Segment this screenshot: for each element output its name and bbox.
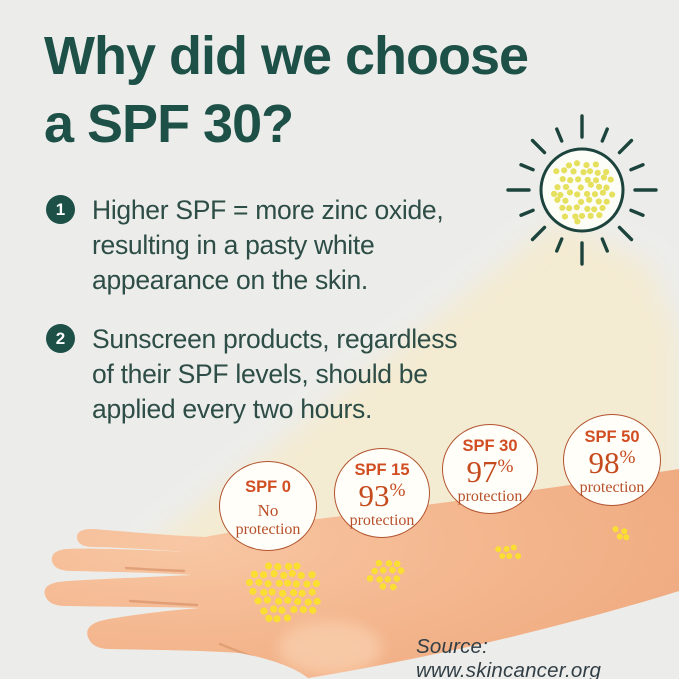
point-2-number-badge: 2 <box>46 324 75 353</box>
point-1-number-badge: 1 <box>46 195 75 224</box>
wrist-highlight <box>278 621 382 675</box>
arm-illustration <box>44 469 679 678</box>
point-2-line1: Sunscreen products, regardless <box>92 324 458 354</box>
spf-0-caption: protection <box>235 521 301 539</box>
point-1-text: Higher SPF = more zinc oxide, resulting … <box>92 193 516 298</box>
spf-15-value: 93% <box>358 477 406 513</box>
spf-50-caption: protection <box>579 479 645 497</box>
point-1-line1: Higher SPF = more zinc oxide, <box>92 195 444 225</box>
spf-0-badge: SPF 0 No protection <box>219 461 317 551</box>
spf-30-badge: SPF 30 97% protection <box>442 424 538 514</box>
spf-0-value: No <box>257 500 279 520</box>
point-2-line2: of their SPF levels, should be <box>92 359 428 389</box>
sun-rays <box>506 114 658 266</box>
page-title-line2: a SPF 30? <box>44 94 294 154</box>
page-title: Why did we choose a SPF 30? <box>44 22 529 158</box>
source-credit: Source: www.skincancer.org <box>416 635 602 679</box>
sun-zinc-dots <box>550 160 616 225</box>
spf-30-caption: protection <box>457 488 523 506</box>
sunscreen-dot-clusters <box>245 526 630 623</box>
point-1: 1 Higher SPF = more zinc oxide, resultin… <box>46 193 516 298</box>
spf-15-badge: SPF 15 93% protection <box>334 448 430 538</box>
page-title-line1: Why did we choose <box>44 26 529 86</box>
spf-15-caption: protection <box>349 512 415 530</box>
spf-50-label: SPF 50 <box>584 427 640 446</box>
point-2-line3: applied every two hours. <box>92 394 373 424</box>
point-1-line3: appearance on the skin. <box>92 265 368 295</box>
spf-30-label: SPF 30 <box>462 436 518 455</box>
point-2-text: Sunscreen products, regardless of their … <box>92 322 516 427</box>
spf-0-label: SPF 0 <box>245 477 291 496</box>
sun-icon <box>506 114 658 266</box>
spf-15-label: SPF 15 <box>354 460 410 479</box>
spf-30-value: 97% <box>466 453 514 489</box>
spf-50-value: 98% <box>588 444 636 480</box>
spf-50-badge: SPF 50 98% protection <box>563 414 661 506</box>
point-2: 2 Sunscreen products, regardless of thei… <box>46 322 516 427</box>
point-1-line2: resulting in a pasty white <box>92 230 375 260</box>
